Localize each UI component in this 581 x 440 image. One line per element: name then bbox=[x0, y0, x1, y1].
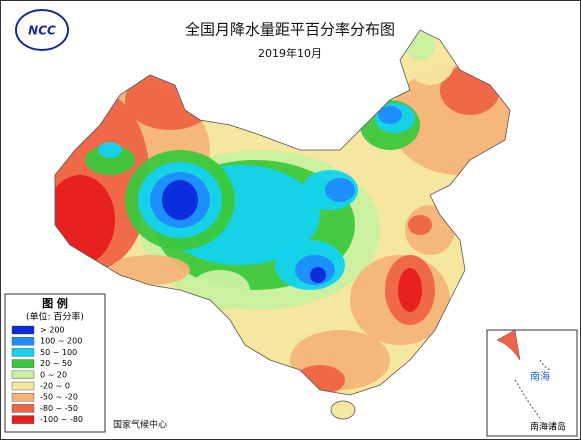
legend-label: > 200 bbox=[40, 326, 65, 335]
legend-label: -80 ~ -50 bbox=[40, 404, 78, 413]
legend: 图 例 (单位: 百分率) > 200 100 ~ 200 50 ~ 100 20 ~… bbox=[4, 293, 106, 433]
region bbox=[398, 268, 422, 312]
legend-label: -50 ~ -20 bbox=[40, 393, 78, 402]
legend-swatch bbox=[11, 415, 35, 424]
logo: NCC bbox=[15, 9, 69, 51]
region bbox=[162, 180, 198, 220]
legend-label: -100 ~ -80 bbox=[40, 415, 83, 424]
legend-label: 50 ~ 100 bbox=[40, 348, 77, 357]
legend-label: 0 ~ 20 bbox=[40, 370, 67, 379]
subtitle: 2019年10月 bbox=[258, 46, 322, 60]
region bbox=[85, 145, 135, 175]
legend-label: 100 ~ 200 bbox=[40, 337, 82, 346]
legend-swatch bbox=[11, 370, 35, 379]
inset: 南海 南海诸岛 bbox=[486, 329, 578, 437]
inset-coast bbox=[496, 329, 521, 361]
logo-ring bbox=[15, 9, 69, 51]
region bbox=[378, 106, 402, 124]
legend-swatch bbox=[11, 359, 35, 368]
region bbox=[310, 267, 326, 283]
inset-box bbox=[486, 329, 578, 437]
legend-swatch bbox=[11, 348, 35, 357]
logo-text: NCC bbox=[28, 24, 56, 38]
legend-title: 图 例 bbox=[42, 296, 68, 310]
legend-swatch bbox=[11, 325, 35, 335]
legend-swatch bbox=[11, 337, 35, 346]
legend-swatch bbox=[11, 381, 35, 391]
legend-swatch bbox=[11, 393, 35, 402]
inset-title: 南海诸岛 bbox=[530, 421, 566, 433]
title: 全国月降水量距平百分率分布图 bbox=[185, 21, 395, 39]
legend-label: 20 ~ 50 bbox=[40, 359, 72, 368]
hainan-border bbox=[330, 400, 356, 420]
footer: 国家气候中心 bbox=[113, 419, 167, 431]
legend-unit: (单位: 百分率) bbox=[26, 311, 84, 323]
legend-label: -20 ~ 0 bbox=[40, 382, 70, 391]
china-border bbox=[54, 29, 511, 396]
region bbox=[98, 142, 122, 158]
inset-islands bbox=[514, 359, 551, 419]
region bbox=[408, 215, 432, 235]
region bbox=[325, 178, 355, 202]
legend-swatch bbox=[11, 404, 35, 413]
inset-sea: 南海 bbox=[530, 370, 550, 383]
region bbox=[110, 255, 190, 285]
